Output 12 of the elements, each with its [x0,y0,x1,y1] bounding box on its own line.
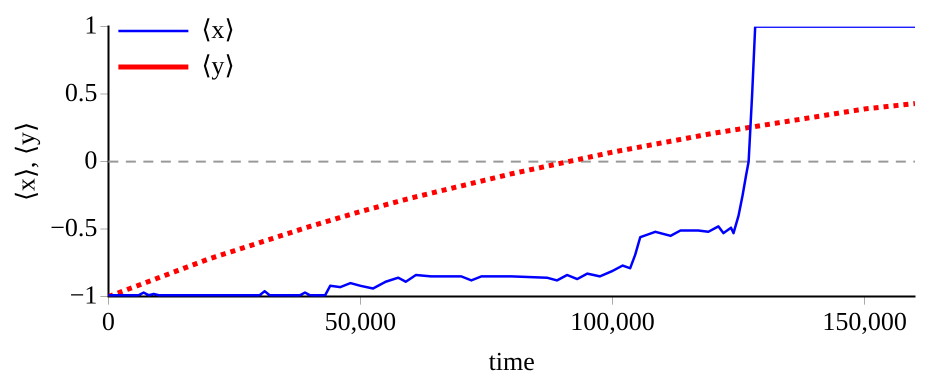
x-axis-title: time [488,347,535,376]
y-tick-label: 0.5 [64,78,98,107]
y-tick-label: 0 [84,145,98,174]
y-tick-label: −1 [70,280,98,310]
x-tick-label: 100,000 [570,307,655,336]
x-tick-label: 50,000 [324,307,396,336]
legend-label: ⟨y⟩ [201,50,234,80]
y-tick-label: 1 [84,10,98,40]
y-tick-label: −0.5 [50,212,98,242]
x-tick-label: 150,000 [822,307,907,336]
legend-label: ⟨x⟩ [201,14,234,44]
y-axis-title: ⟨x⟩, ⟨y⟩ [11,122,40,202]
